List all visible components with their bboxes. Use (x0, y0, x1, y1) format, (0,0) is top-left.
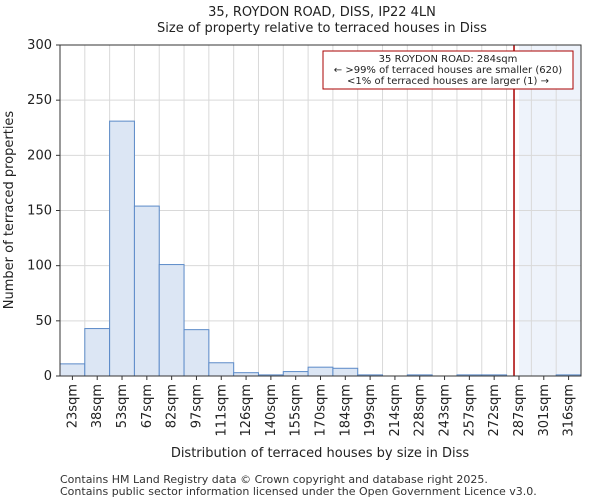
x-tick-label: 23sqm (65, 384, 80, 428)
y-tick-label: 50 (35, 314, 52, 329)
histogram-bar (133, 205, 160, 377)
chart-title: 35, ROYDON ROAD, DISS, IP22 4LN (208, 5, 436, 20)
histogram-bar (332, 367, 359, 377)
x-tick-label: 184sqm (338, 384, 353, 437)
x-tick-label: 170sqm (314, 384, 329, 437)
x-tick-label: 97sqm (189, 384, 204, 428)
y-tick-label: 250 (27, 93, 52, 108)
y-tick-label: 200 (27, 148, 52, 163)
histogram-bar (307, 366, 334, 377)
histogram-bar (158, 264, 185, 377)
x-tick-label: 301sqm (537, 384, 552, 437)
x-tick-label: 257sqm (462, 384, 477, 437)
x-tick-label: 67sqm (140, 384, 155, 428)
histogram-bar (208, 362, 235, 377)
x-tick-label: 82sqm (165, 384, 180, 428)
x-tick-label: 243sqm (438, 384, 453, 437)
annotation-box (322, 50, 574, 90)
y-tick-label: 0 (44, 369, 52, 384)
y-tick-label: 100 (27, 259, 52, 274)
x-tick-label: 111sqm (214, 384, 229, 437)
x-tick-label: 272sqm (487, 384, 502, 437)
x-tick-label: 287sqm (512, 384, 527, 437)
annotation-line-1: 35 ROYDON ROAD: 284sqm (379, 54, 518, 65)
x-tick-label: 140sqm (264, 384, 279, 437)
x-tick-label: 316sqm (562, 384, 577, 437)
x-tick-label: 155sqm (289, 384, 304, 437)
footer-line-2: Contains public sector information licen… (60, 485, 537, 498)
x-tick-label: 38sqm (90, 384, 105, 428)
x-tick-label: 228sqm (413, 384, 428, 437)
histogram-bar (109, 120, 135, 377)
y-tick-label: 300 (27, 38, 52, 53)
chart-subtitle: Size of property relative to terraced ho… (157, 21, 487, 36)
annotation-line-2: ← >99% of terraced houses are smaller (6… (334, 65, 563, 76)
histogram-bar (282, 371, 309, 377)
histogram-bar (183, 329, 210, 377)
x-tick-label: 126sqm (239, 384, 254, 437)
y-axis-label: Number of terraced properties (2, 111, 17, 310)
x-tick-label: 214sqm (388, 384, 403, 437)
x-axis-label: Distribution of terraced houses by size … (171, 446, 470, 461)
histogram-bar (59, 363, 86, 377)
footer-line-1: Contains HM Land Registry data © Crown c… (60, 473, 488, 486)
histogram-bar (84, 328, 111, 377)
x-tick-label: 199sqm (363, 384, 378, 437)
annotation-line-3: <1% of terraced houses are larger (1) → (347, 76, 549, 87)
x-tick-label: 53sqm (115, 384, 130, 428)
y-tick-label: 150 (27, 204, 52, 219)
